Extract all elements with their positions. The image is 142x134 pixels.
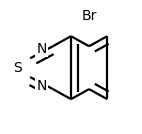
Text: N: N [36,79,47,93]
Text: N: N [36,42,47,56]
Text: S: S [13,61,22,75]
Text: Br: Br [81,9,97,23]
